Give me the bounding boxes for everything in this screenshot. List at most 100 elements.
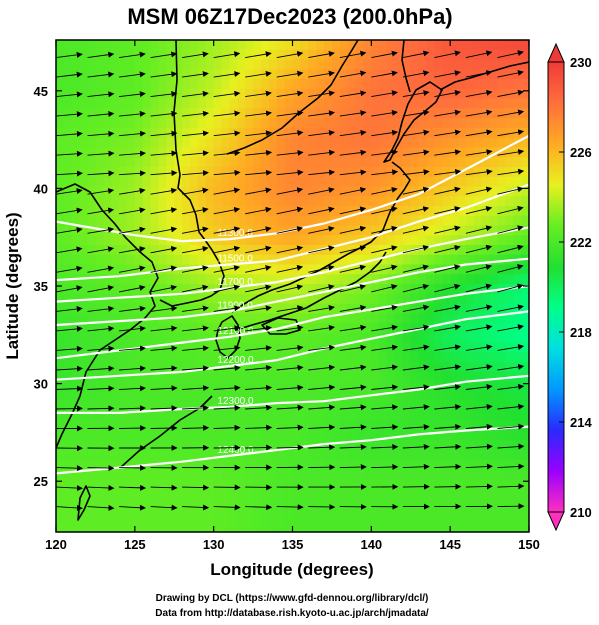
heatmap-cell	[95, 215, 104, 227]
wind-arrow	[276, 364, 304, 371]
heatmap-cell	[347, 489, 357, 500]
heatmap-cell	[111, 186, 120, 197]
heatmap-cell	[442, 450, 451, 461]
heatmap-cell	[190, 401, 199, 412]
heatmap-cell	[473, 332, 483, 344]
wind-arrow	[339, 90, 367, 98]
heatmap-cell	[442, 410, 451, 422]
heatmap-cell	[371, 79, 380, 90]
heatmap-cell	[465, 205, 475, 217]
heatmap-cell	[339, 88, 349, 100]
heatmap-cell	[363, 489, 372, 500]
heatmap-cell	[339, 391, 349, 402]
heatmap-cell	[387, 98, 396, 109]
heatmap-cell	[253, 479, 262, 490]
heatmap-cell	[158, 235, 167, 246]
heatmap-cell	[465, 420, 475, 432]
heatmap-cell	[229, 157, 238, 168]
heatmap-cell	[316, 391, 325, 402]
heatmap-cell	[237, 479, 246, 490]
heatmap-cell	[87, 147, 97, 158]
heatmap-cell	[205, 88, 215, 100]
heatmap-cell	[205, 245, 215, 256]
heatmap-cell	[174, 391, 183, 402]
heatmap-cell	[276, 440, 286, 451]
wind-arrow	[371, 384, 399, 391]
heatmap-cell	[465, 489, 475, 500]
heatmap-cell	[434, 498, 443, 510]
heatmap-cell	[450, 410, 459, 422]
heatmap-cell	[339, 108, 349, 119]
heatmap-cell	[205, 528, 215, 532]
heatmap-cell	[276, 196, 286, 207]
heatmap-cell	[253, 450, 262, 461]
heatmap-cell	[79, 254, 89, 266]
heatmap-cell	[111, 342, 120, 353]
heatmap-cell	[103, 254, 112, 266]
contour-label: 12200.0	[217, 355, 254, 366]
wind-arrow	[339, 186, 367, 195]
heatmap-cell	[379, 40, 388, 51]
heatmap-cell	[418, 313, 428, 324]
heatmap-cell	[355, 157, 365, 168]
wind-arrow	[497, 109, 525, 117]
heatmap-cell	[316, 88, 325, 100]
heatmap-cell	[394, 332, 404, 344]
heatmap-cell	[410, 342, 420, 353]
heatmap-cell	[253, 108, 262, 119]
heatmap-cell	[87, 205, 97, 217]
heatmap-cell	[134, 489, 144, 500]
heatmap-cell	[324, 381, 333, 393]
heatmap-cell	[481, 186, 491, 197]
heatmap-cell	[142, 401, 152, 412]
heatmap-cell	[205, 225, 215, 236]
heatmap-cell	[418, 381, 428, 393]
heatmap-cell	[292, 293, 301, 305]
heatmap-cell	[56, 401, 65, 412]
heatmap-cell	[95, 166, 104, 178]
heatmap-cell	[229, 166, 238, 178]
heatmap-cell	[394, 108, 404, 119]
heatmap-cell	[284, 215, 294, 227]
heatmap-cell	[292, 508, 301, 519]
heatmap-cell	[87, 469, 97, 480]
heatmap-cell	[71, 127, 81, 139]
wind-arrow	[119, 325, 146, 332]
heatmap-cell	[513, 401, 522, 412]
heatmap-cell	[465, 352, 475, 363]
heatmap-cell	[402, 235, 412, 246]
heatmap-cell	[324, 49, 333, 61]
heatmap-cell	[434, 450, 443, 461]
heatmap-cell	[260, 98, 270, 109]
heatmap-cell	[245, 528, 254, 532]
heatmap-cell	[284, 108, 294, 119]
heatmap-cell	[347, 40, 357, 51]
heatmap-cell	[237, 254, 246, 266]
heatmap-cell	[394, 88, 404, 100]
heatmap-cell	[268, 440, 278, 451]
wind-arrow	[119, 187, 146, 195]
heatmap-cell	[197, 147, 207, 158]
heatmap-cell	[379, 127, 388, 139]
heatmap-cell	[166, 225, 175, 236]
heatmap-cell	[402, 40, 412, 51]
heatmap-cell	[182, 176, 191, 188]
heatmap-cell	[56, 166, 65, 178]
heatmap-cell	[190, 157, 199, 168]
heatmap-cell	[521, 518, 529, 529]
heatmap-cell	[410, 108, 420, 119]
heatmap-cell	[481, 479, 491, 490]
wind-arrow	[497, 503, 525, 510]
heatmap-cell	[410, 88, 420, 100]
heatmap-cell	[371, 391, 380, 402]
heatmap-cell	[276, 332, 286, 344]
heatmap-cell	[465, 518, 475, 529]
heatmap-cell	[182, 440, 191, 451]
heatmap-cell	[410, 489, 420, 500]
wind-arrow	[87, 385, 115, 392]
heatmap-cell	[379, 479, 388, 490]
heatmap-cell	[229, 40, 238, 51]
heatmap-cell	[190, 323, 199, 334]
heatmap-cell	[95, 303, 104, 314]
heatmap-cell	[505, 98, 514, 109]
